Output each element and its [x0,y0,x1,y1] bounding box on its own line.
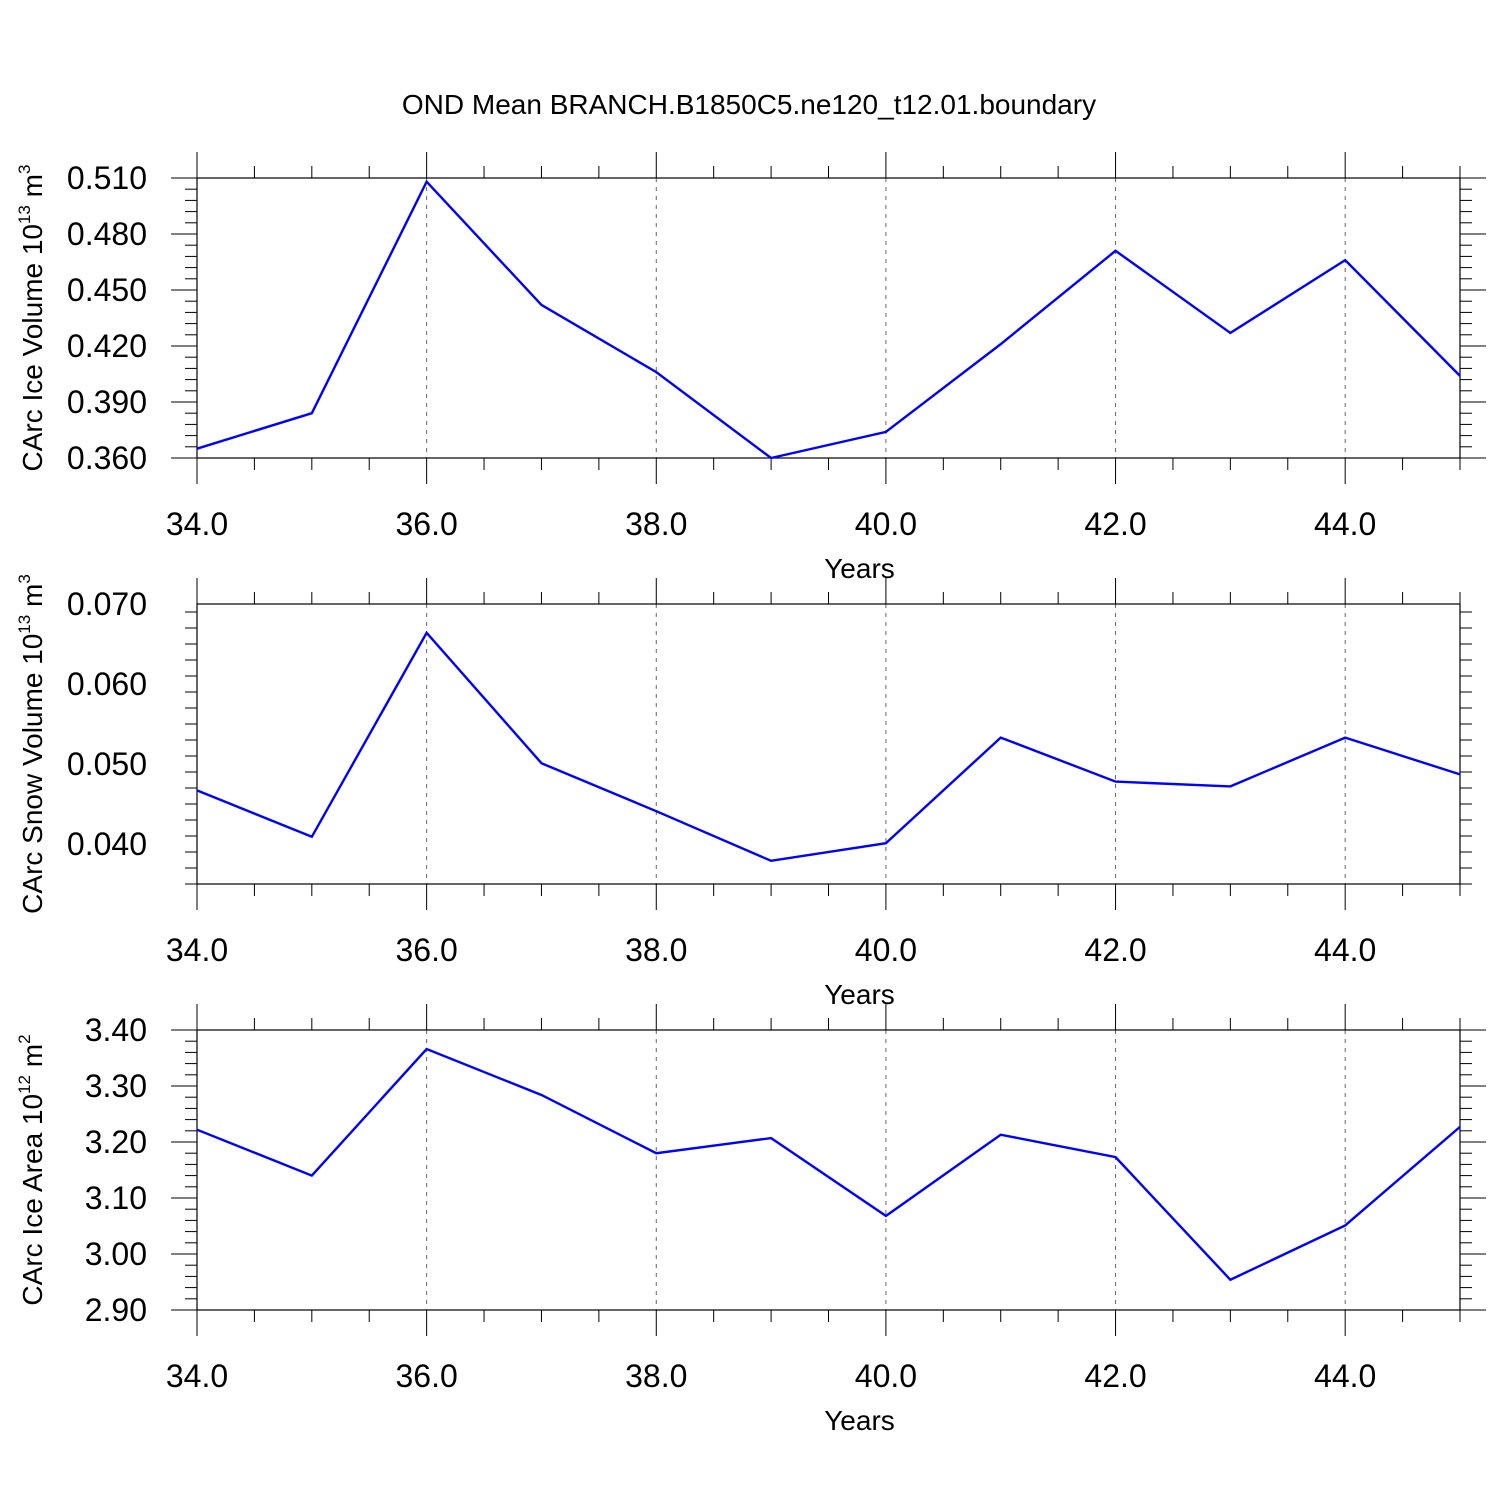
plot-frame [196,1029,1461,1311]
x-tick-label: 36.0 [395,1358,457,1394]
y-tick-label: 0.420 [67,328,147,364]
x-tick-label: 40.0 [855,932,917,968]
x-tick-label: 44.0 [1314,932,1376,968]
x-axis-label: Years [824,553,895,584]
plot-frame [196,177,1461,459]
y-tick-label: 3.30 [85,1068,147,1104]
y-tick-label: 0.040 [67,826,147,862]
y-tick-label: 3.10 [85,1180,147,1216]
series-line-1 [196,1047,1461,1282]
y-tick-label: 0.070 [67,586,147,622]
x-tick-label: 34.0 [166,932,228,968]
x-tick-label: 44.0 [1314,506,1376,542]
y-axis-label: CArc Snow Volume 1013 m3 [15,574,48,914]
y-tick-label: 3.40 [85,1012,147,1048]
y-tick-label: 3.00 [85,1236,147,1272]
x-tick-label: 34.0 [166,1358,228,1394]
x-tick-label: 34.0 [166,506,228,542]
x-tick-label: 42.0 [1084,932,1146,968]
y-tick-label: 2.90 [85,1292,147,1328]
plot-frame [196,603,1461,885]
x-tick-label: 40.0 [855,506,917,542]
x-tick-label: 38.0 [625,506,687,542]
x-tick-label: 38.0 [625,932,687,968]
x-tick-label: 40.0 [855,1358,917,1394]
x-tick-label: 42.0 [1084,1358,1146,1394]
panel-2: 34.0 36.0 38.0 40.0 42.0 44.0 Years 0.040 0.050 0… [15,574,1472,1010]
x-tick-label: 44.0 [1314,1358,1376,1394]
y-tick-label: 0.360 [67,440,147,476]
y-tick-label: 0.390 [67,384,147,420]
y-tick-label: 0.480 [67,216,147,252]
x-tick-label: 42.0 [1084,506,1146,542]
y-tick-label: 0.450 [67,272,147,308]
y-tick-label: 0.060 [67,666,147,702]
figure-title: OND Mean BRANCH.B1850C5.ne120_t12.01.bou… [402,89,1096,120]
x-tick-label: 36.0 [395,506,457,542]
plots-group: 34.0 36.0 38.0 40.0 42.0 44.0 Years 0.360 0.390 0… [15,152,1486,1436]
x-axis-label: Years [824,979,895,1010]
y-tick-label: 3.20 [85,1124,147,1160]
y-tick-label: 0.510 [67,160,147,196]
panel-3: 34.0 36.0 38.0 40.0 42.0 44.0 Years 2.90 3.00 3.1… [15,1004,1486,1436]
x-axis-label: Years [824,1405,895,1436]
panel-1: 34.0 36.0 38.0 40.0 42.0 44.0 Years 0.360 0.390 0… [15,152,1486,584]
x-tick-label: 36.0 [395,932,457,968]
series-line-1 [196,630,1461,863]
y-axis-label: CArc Ice Volume 1013 m3 [15,165,48,472]
y-axis-label: CArc Ice Area 1012 m2 [15,1034,48,1305]
series-line-1 [196,179,1461,460]
x-tick-label: 38.0 [625,1358,687,1394]
y-tick-label: 0.050 [67,746,147,782]
